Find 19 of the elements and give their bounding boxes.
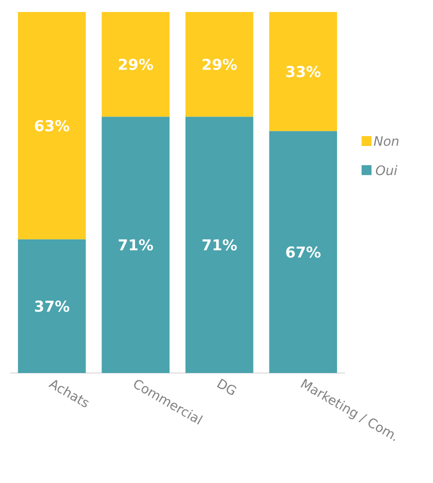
bar xyxy=(102,116,170,373)
data-label: 33% xyxy=(286,66,321,78)
data-label: 37% xyxy=(34,300,70,312)
bar xyxy=(18,239,86,373)
data-label: 71% xyxy=(202,239,237,251)
bar xyxy=(269,131,338,373)
bar xyxy=(18,12,86,240)
data-label: 29% xyxy=(202,58,237,70)
bar xyxy=(185,116,254,373)
x-tick-label: DG xyxy=(216,378,236,395)
bar xyxy=(269,12,338,132)
bar xyxy=(102,12,170,117)
data-label: 67% xyxy=(286,246,321,258)
data-label: 71% xyxy=(118,239,154,251)
legend-label: Oui xyxy=(376,165,398,176)
data-label: 63% xyxy=(34,120,70,132)
legend-label: Non xyxy=(374,136,398,146)
data-label: 29% xyxy=(118,58,154,70)
bar xyxy=(185,12,254,117)
